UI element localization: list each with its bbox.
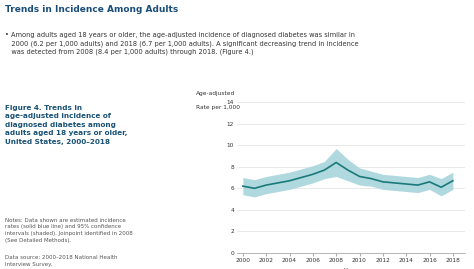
Text: Rate per 1,000: Rate per 1,000 <box>196 105 240 110</box>
Text: Notes: Data shown are estimated incidence
rates (solid blue line) and 95% confid: Notes: Data shown are estimated incidenc… <box>5 218 133 243</box>
Text: Age-adjusted: Age-adjusted <box>196 91 235 96</box>
X-axis label: Year: Year <box>344 268 357 269</box>
Text: Figure 4. Trends in
age-adjusted incidence of
diagnosed diabetes among
adults ag: Figure 4. Trends in age-adjusted inciden… <box>5 105 127 145</box>
Text: Data source: 2000–2018 National Health
Interview Survey.: Data source: 2000–2018 National Health I… <box>5 255 117 267</box>
Text: • Among adults aged 18 years or older, the age-adjusted incidence of diagnosed d: • Among adults aged 18 years or older, t… <box>5 33 358 55</box>
Text: Trends in Incidence Among Adults: Trends in Incidence Among Adults <box>5 5 178 14</box>
